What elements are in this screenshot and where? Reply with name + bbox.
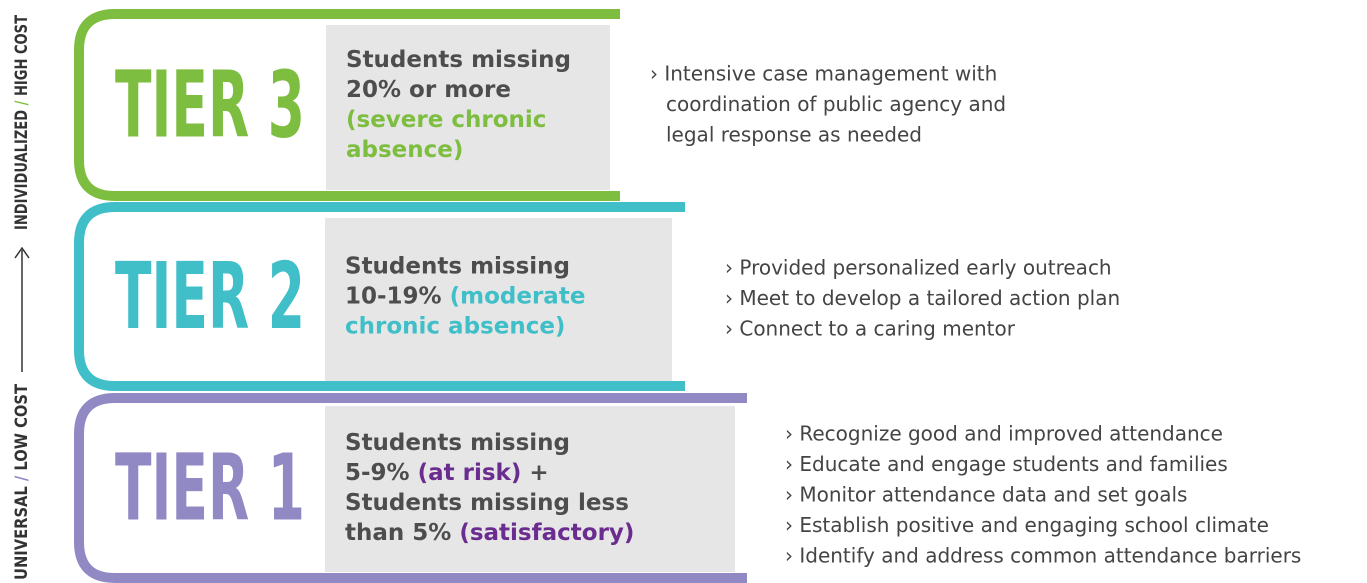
action-bullet: › Connect to a caring mentor <box>725 317 1016 341</box>
tier-label: TIER 1 <box>115 434 305 541</box>
action-bullet: legal response as needed <box>666 123 922 147</box>
action-bullet: › Provided personalized early outreach <box>725 256 1112 280</box>
criteria-accent: absence) <box>346 137 463 163</box>
action-bullet: › Meet to develop a tailored action plan <box>725 286 1120 310</box>
side-label-text: UNIVERSAL / LOW COST <box>12 384 32 580</box>
action-bullet: › Monitor attendance data and set goals <box>785 483 1187 507</box>
criteria-part: Students missing less <box>345 490 629 516</box>
criteria-part: Students missing <box>345 430 570 456</box>
tier: TIER 3 Students missing 20% or more (severe… <box>74 9 1006 201</box>
arrow-head <box>14 246 30 259</box>
criteria-part: than 5% <box>345 520 459 546</box>
criteria-text: Students missing <box>345 253 570 279</box>
criteria-accent: (at risk) <box>418 460 522 486</box>
side-label-part: / <box>12 100 32 105</box>
criteria-part: + <box>521 460 548 486</box>
action-bullet: › Establish positive and engaging school… <box>785 513 1269 537</box>
action-bullet: › Recognize good and improved attendance <box>785 422 1223 446</box>
criteria-part: Students missing <box>346 47 571 73</box>
tier: TIER 1 Students missing 5-9% (at risk) + St… <box>74 393 1301 583</box>
side-label-part: / <box>12 475 32 481</box>
criteria-box <box>325 406 735 572</box>
action-bullet: › Identify and address common attendance… <box>785 544 1301 568</box>
tier-label: TIER 2 <box>115 243 305 350</box>
side-label-part: LOW COST <box>12 384 32 476</box>
criteria-text: chronic absence) <box>345 313 565 339</box>
criteria-accent: (moderate <box>450 283 586 309</box>
action-bullet: › Educate and engage students and famili… <box>785 452 1228 476</box>
criteria-text: Students missing less <box>345 490 629 516</box>
side-label: UNIVERSAL / LOW COST INDIVIDUALIZED / HIG… <box>12 15 32 580</box>
criteria-box <box>326 25 610 190</box>
criteria-text: (severe chronic <box>346 107 546 133</box>
criteria-text: than 5% (satisfactory) <box>345 520 634 546</box>
tier-bracket <box>74 393 747 583</box>
criteria-text: Students missing <box>346 47 571 73</box>
side-label-text: INDIVIDUALIZED / HIGH COST <box>12 15 32 230</box>
criteria-part: 10-19% <box>345 283 450 309</box>
criteria-part: 20% or more <box>346 77 511 103</box>
side-label-part: HIGH COST <box>12 15 32 101</box>
criteria-accent: chronic absence) <box>345 313 565 339</box>
criteria-text: 20% or more <box>346 77 511 103</box>
criteria-accent: (satisfactory) <box>459 520 634 546</box>
side-label-part: INDIVIDUALIZED <box>12 105 32 230</box>
tier: TIER 2 Students missing 10-19% (moderate ch… <box>74 202 1120 391</box>
criteria-accent: (severe chronic <box>346 107 546 133</box>
action-bullet: coordination of public agency and <box>666 92 1006 116</box>
tier-label: TIER 3 <box>115 51 305 158</box>
criteria-part: 5-9% <box>345 460 418 486</box>
criteria-text: 5-9% (at risk) + <box>345 460 549 486</box>
action-bullet: › Intensive case management with <box>650 62 997 86</box>
criteria-text: Students missing <box>345 430 570 456</box>
side-label-part: UNIVERSAL <box>12 481 32 580</box>
criteria-text: absence) <box>346 137 463 163</box>
criteria-text: 10-19% (moderate <box>345 283 585 309</box>
criteria-box <box>325 218 672 381</box>
tier-bracket <box>74 202 685 391</box>
criteria-part: Students missing <box>345 253 570 279</box>
tier-bracket <box>74 9 620 201</box>
